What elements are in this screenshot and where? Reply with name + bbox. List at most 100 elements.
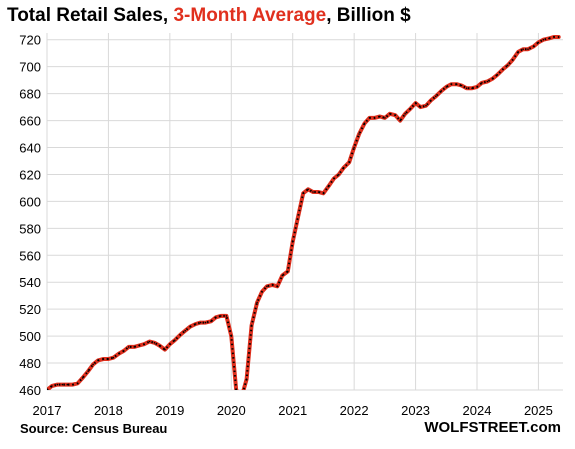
y-tick-label: 540 (19, 275, 41, 290)
x-tick-label: 2017 (33, 403, 62, 418)
data-point (87, 370, 89, 372)
data-point (312, 191, 314, 193)
data-point (486, 80, 489, 83)
data-point (465, 87, 468, 89)
y-tick-label: 660 (19, 114, 41, 129)
data-point (97, 359, 99, 362)
data-point (266, 285, 268, 288)
data-point (261, 290, 263, 293)
data-point (430, 99, 432, 102)
chart-title-highlight: 3-Month Average (173, 5, 327, 26)
data-point (194, 323, 197, 325)
data-point (333, 177, 335, 180)
data-point (138, 344, 140, 347)
data-point (548, 37, 550, 40)
horizontal-gridlines (47, 39, 563, 391)
data-point (532, 45, 535, 48)
data-point (353, 146, 355, 149)
data-point (204, 321, 207, 324)
data-point (169, 343, 171, 346)
y-tick-label: 580 (19, 221, 41, 236)
data-point (47, 389, 48, 390)
data-point (419, 106, 422, 108)
data-point (379, 115, 381, 118)
data-point (215, 316, 217, 319)
data-point (358, 133, 360, 135)
data-point (517, 51, 519, 53)
y-tick-label: 460 (19, 383, 41, 398)
data-point (435, 95, 437, 98)
data-point (51, 385, 53, 387)
data-point (256, 301, 258, 304)
data-point (317, 191, 320, 193)
data-point (123, 350, 125, 352)
vertical-gridlines (46, 33, 539, 390)
x-tick-label: 2021 (278, 403, 307, 418)
data-point (76, 382, 79, 385)
data-point (189, 325, 191, 328)
data-point (414, 102, 417, 104)
data-point (338, 173, 340, 176)
x-axis-tick-labels: 2017 2018 2019 2020 2021 2022 2023 2024 2025 (33, 403, 553, 418)
data-point (210, 320, 212, 323)
data-point (527, 48, 529, 50)
data-point (276, 285, 279, 288)
data-point (56, 383, 59, 386)
data-point (118, 352, 120, 355)
data-point (148, 340, 151, 343)
data-point (553, 36, 555, 38)
data-point (81, 377, 84, 379)
data-point (302, 192, 305, 195)
data-point (271, 284, 274, 286)
data-point (230, 335, 233, 337)
data-point (440, 90, 443, 92)
data-point (225, 315, 228, 317)
data-point (342, 166, 345, 169)
y-tick-label: 600 (19, 194, 41, 209)
data-point (158, 344, 161, 347)
y-tick-label: 700 (19, 60, 41, 75)
data-point (502, 68, 504, 71)
data-point (537, 41, 540, 44)
data-point (72, 383, 74, 386)
data-point (491, 78, 494, 80)
data-point (92, 363, 94, 366)
y-tick-label: 560 (19, 248, 41, 263)
data-point (133, 346, 135, 348)
data-point (471, 87, 473, 89)
x-tick-label: 2022 (340, 403, 369, 418)
data-point (287, 270, 289, 273)
data-point (143, 343, 145, 346)
y-axis-tick-labels: 460 480 500 520 540 560 580 600 620 640 660 680 700 7… (19, 33, 41, 398)
data-point (174, 339, 176, 342)
data-point (445, 86, 448, 88)
data-point (394, 114, 397, 116)
y-tick-label: 680 (19, 87, 41, 102)
data-point (153, 342, 156, 344)
data-point (557, 36, 560, 38)
data-point (291, 241, 294, 243)
series-dotted-overlay (47, 36, 559, 390)
data-point (522, 48, 524, 50)
x-tick-label: 2020 (217, 403, 246, 418)
data-point (455, 83, 458, 85)
data-point (107, 358, 110, 360)
y-tick-label: 620 (19, 167, 41, 182)
data-point (363, 122, 366, 125)
x-tick-label: 2019 (155, 403, 184, 418)
data-point (481, 82, 483, 84)
data-point (66, 383, 69, 386)
site-credit: WOLFSTREET.com (424, 419, 561, 436)
x-tick-label: 2025 (524, 403, 553, 418)
chart-title-part3: , Billion $ (326, 5, 411, 26)
y-tick-label: 480 (19, 356, 41, 371)
series-line (47, 35, 561, 390)
data-point (245, 378, 248, 381)
data-point (373, 117, 376, 119)
data-point (112, 356, 115, 359)
x-tick-label: 2023 (401, 403, 430, 418)
data-point (511, 59, 514, 61)
data-point (184, 329, 186, 332)
series-layer (47, 35, 561, 390)
data-point (496, 74, 499, 76)
